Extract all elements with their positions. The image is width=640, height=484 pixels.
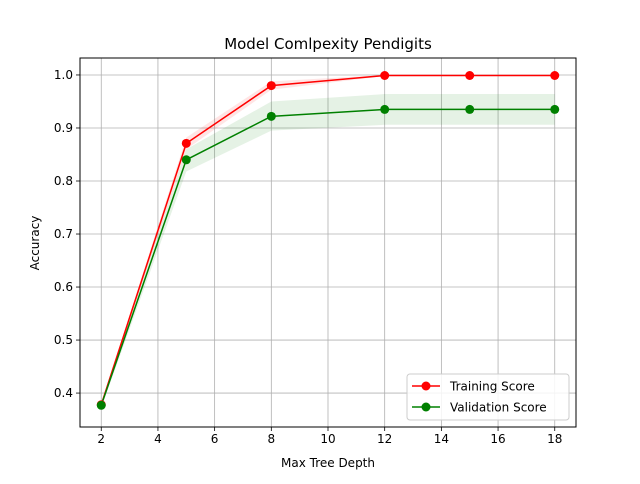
x-tick-label: 10 bbox=[320, 432, 335, 446]
x-tick-label: 18 bbox=[547, 432, 562, 446]
x-tick-label: 14 bbox=[434, 432, 449, 446]
y-tick-label: 0.8 bbox=[54, 174, 73, 188]
x-axis-label: Max Tree Depth bbox=[281, 456, 375, 470]
legend-label-training: Training Score bbox=[449, 380, 535, 394]
x-tick-label: 4 bbox=[154, 432, 162, 446]
y-tick-label: 0.6 bbox=[54, 280, 73, 294]
x-tick-label: 16 bbox=[490, 432, 505, 446]
validation-score-line bbox=[100, 108, 555, 406]
training-score-point bbox=[266, 81, 276, 91]
legend-box bbox=[406, 373, 570, 421]
training-score-line bbox=[100, 74, 555, 405]
series-lines bbox=[100, 74, 555, 406]
chart-title: Model Comlpexity Pendigits bbox=[224, 35, 432, 53]
y-tick-label: 1.0 bbox=[54, 68, 73, 82]
x-tick-label: 8 bbox=[267, 432, 275, 446]
y-tick-label: 0.9 bbox=[54, 121, 73, 135]
y-tick-label: 0.4 bbox=[54, 386, 73, 400]
x-tick-label: 12 bbox=[377, 432, 392, 446]
validation-score-point bbox=[380, 104, 390, 114]
validation-score-point bbox=[181, 155, 191, 165]
training-score-point bbox=[181, 138, 191, 148]
training-score-point bbox=[380, 70, 390, 80]
x-tick-label: 2 bbox=[97, 432, 105, 446]
legend-label-validation: Validation Score bbox=[450, 401, 547, 415]
y-tick-label: 0.5 bbox=[54, 333, 73, 347]
legend-marker-validation bbox=[421, 402, 431, 412]
validation-score-point bbox=[266, 111, 276, 121]
series-markers bbox=[96, 70, 560, 410]
training-score-point bbox=[550, 70, 560, 80]
validation-score-point bbox=[550, 104, 560, 114]
legend: Training Score Validation Score bbox=[406, 373, 570, 421]
y-axis-ticks: 0.4 0.5 0.6 0.7 0.8 0.9 1.0 bbox=[54, 68, 80, 400]
y-axis-label: Accuracy bbox=[28, 216, 42, 271]
validation-score-point bbox=[96, 400, 106, 410]
training-score-point bbox=[465, 70, 475, 80]
x-axis-ticks: 2 4 6 8 10 12 14 16 18 bbox=[97, 427, 562, 446]
x-tick-label: 6 bbox=[211, 432, 219, 446]
y-tick-label: 0.7 bbox=[54, 227, 73, 241]
validation-score-point bbox=[465, 104, 475, 114]
legend-marker-training bbox=[421, 381, 431, 391]
